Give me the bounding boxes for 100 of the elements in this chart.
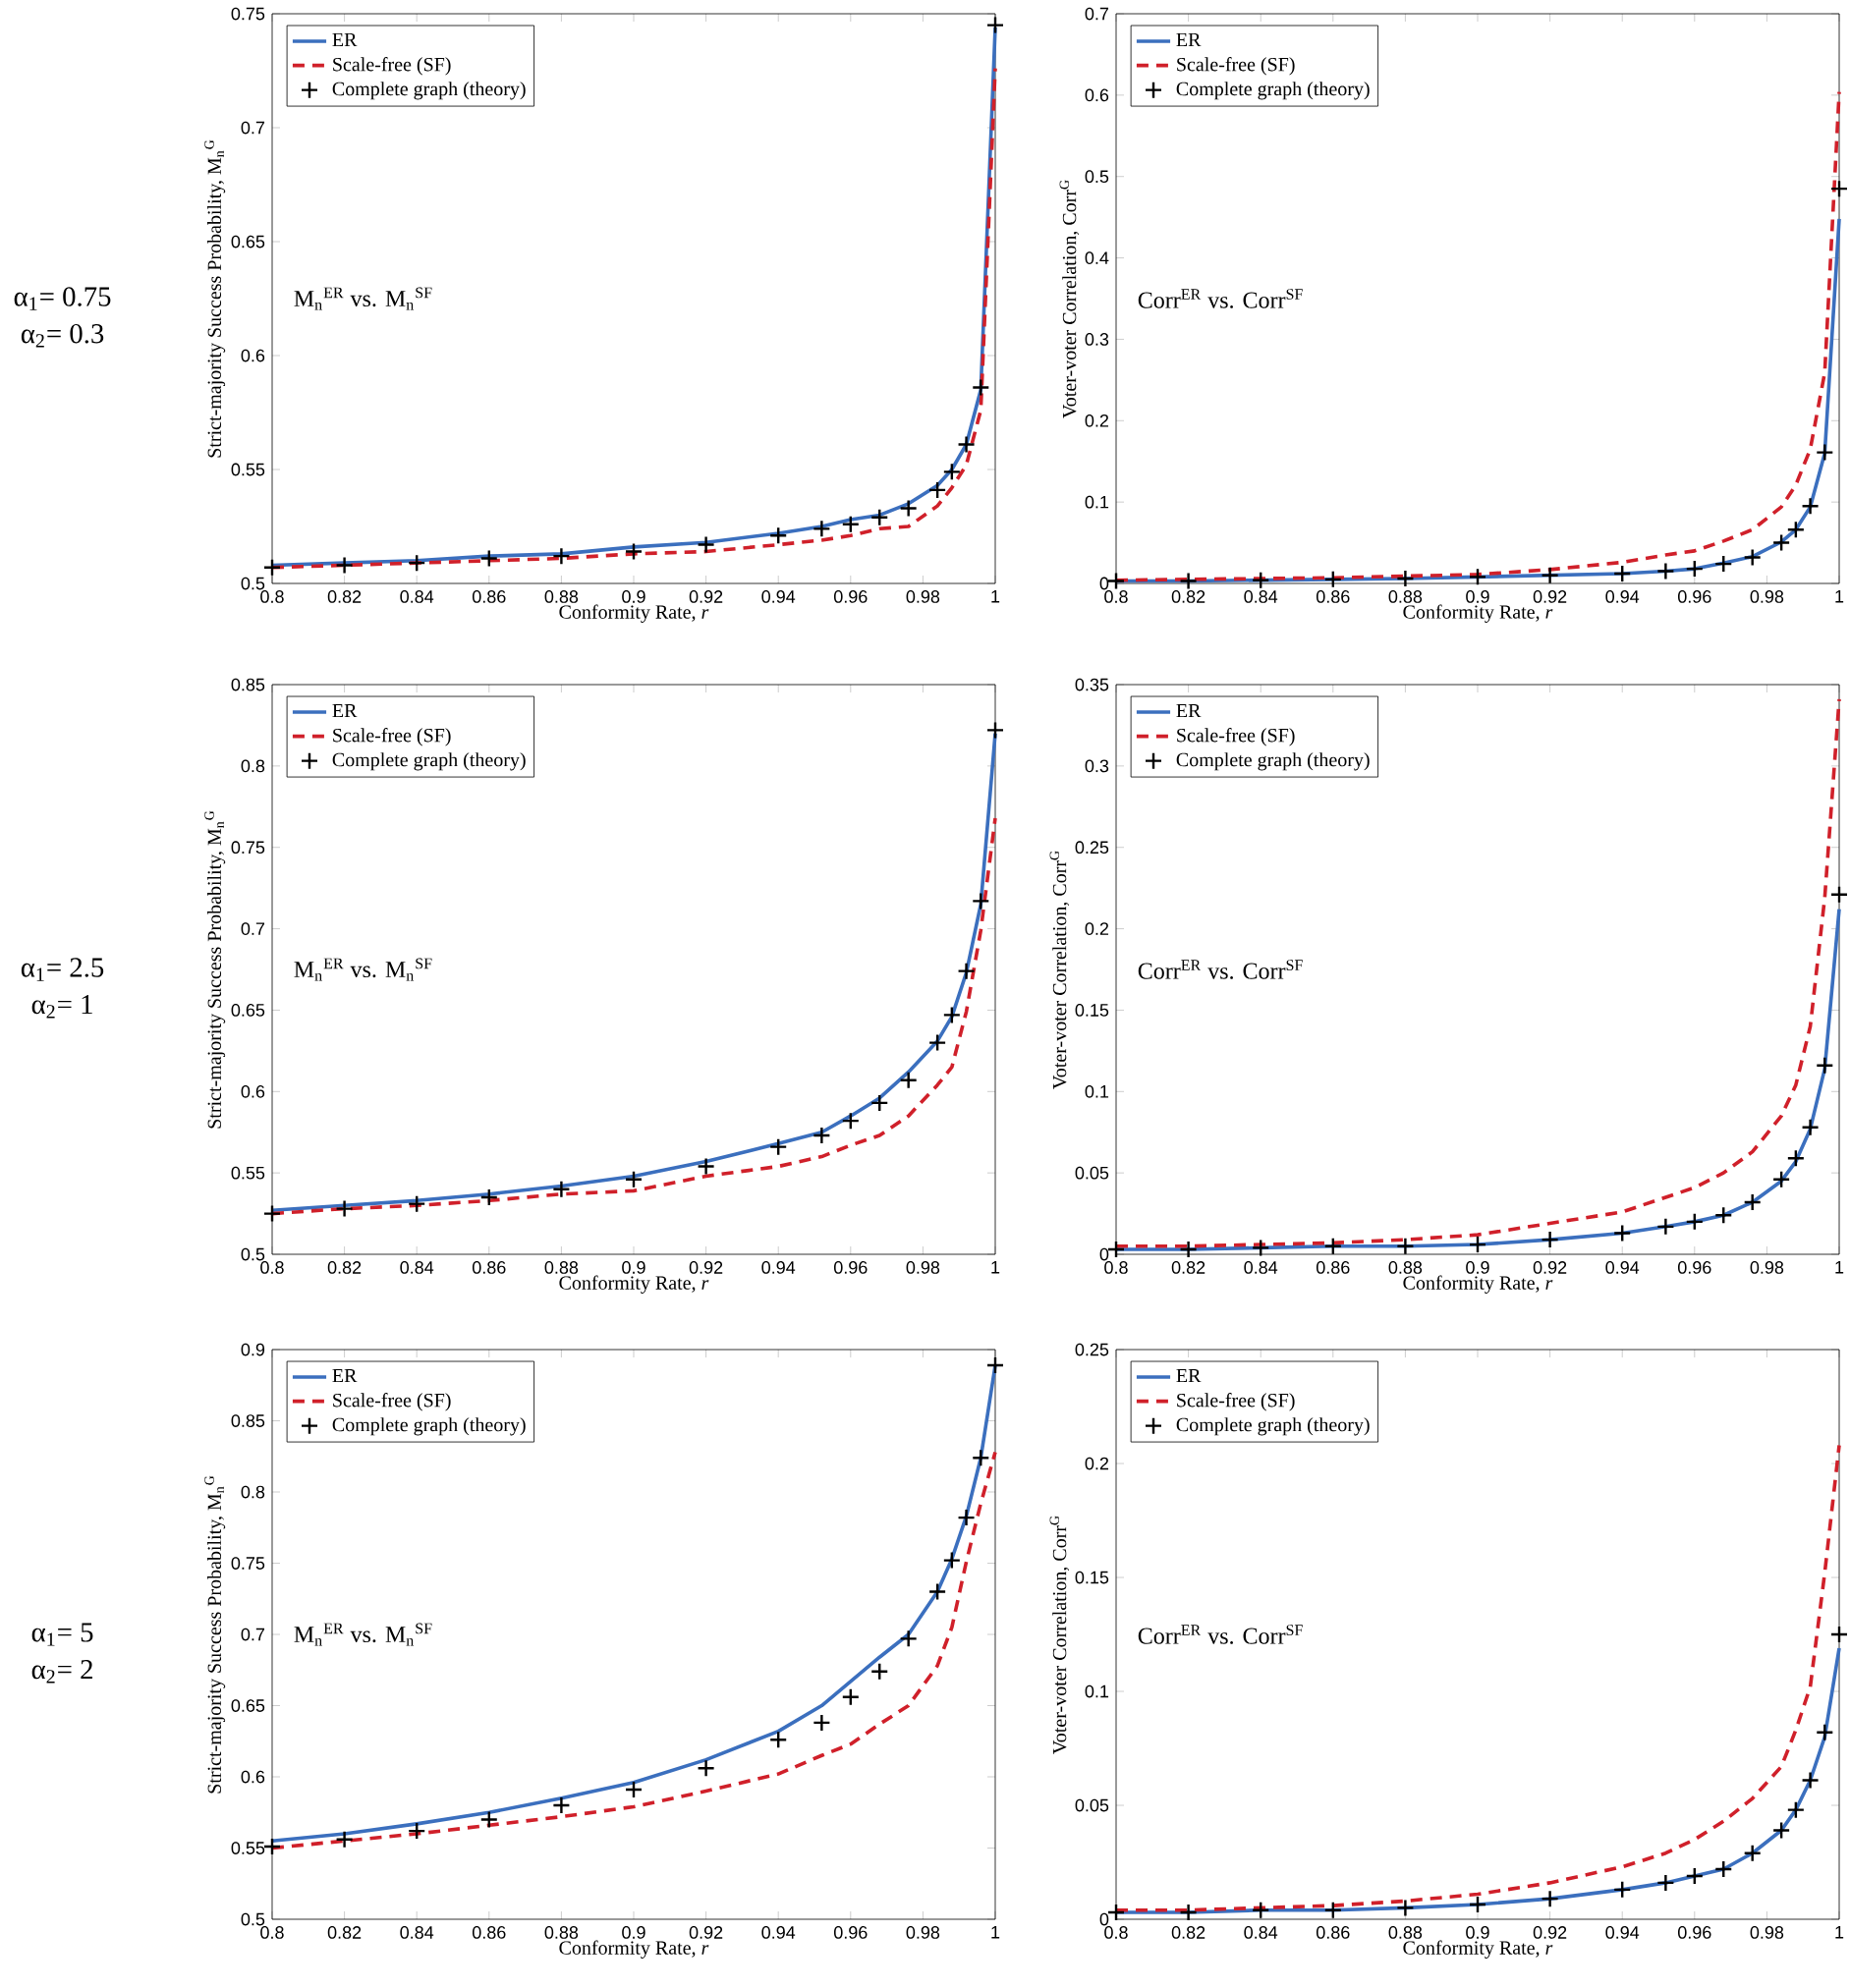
x-tick-label: 1	[1835, 1926, 1844, 1939]
y-axis-title: Strict-majority Success Probability, M$_{n}$G	[204, 810, 226, 1129]
x-tick-label: 0.8	[260, 590, 284, 603]
point	[769, 1731, 788, 1749]
y-tick-label: 0.3	[1085, 333, 1109, 346]
y-tick-label: 0.25	[1075, 841, 1109, 855]
y-tick-label: 0.5	[241, 1912, 265, 1926]
point	[1613, 1880, 1632, 1900]
legend-label: Scale-free (SF)	[333, 728, 451, 746]
x-tick-label: 0.94	[1605, 1926, 1640, 1939]
point	[1396, 1237, 1415, 1255]
point	[1685, 559, 1705, 579]
point	[1829, 1625, 1849, 1644]
point	[479, 549, 498, 568]
legend-label: Scale-free (SF)	[333, 1393, 451, 1411]
y-tick-label: 0	[1099, 1247, 1109, 1261]
y-tick-label: 0.85	[231, 678, 265, 691]
point	[899, 499, 918, 518]
y-tick-label: 0	[1099, 577, 1109, 590]
point	[1816, 1723, 1834, 1741]
point	[262, 1837, 282, 1856]
x-tick-label: 0.82	[1171, 590, 1205, 603]
x-tick-label: 0.94	[1605, 590, 1640, 603]
point	[552, 1180, 571, 1198]
y-tick-label: 0.3	[1085, 759, 1109, 773]
point	[1801, 497, 1820, 516]
point	[1613, 1224, 1632, 1242]
point	[552, 546, 571, 566]
x-tick-label: 0.9	[1466, 590, 1489, 603]
x-tick-label: 0.86	[1316, 1261, 1350, 1274]
y-tick-label: 0.1	[1085, 495, 1109, 509]
x-tick-label: 0.96	[1677, 590, 1711, 603]
x-tick-label: 0.88	[544, 1926, 579, 1939]
x-tick-label: 0.92	[1533, 1926, 1567, 1939]
x-tick-label: 0.94	[1605, 1261, 1640, 1274]
text: α$_{1}$= 5	[31, 1623, 93, 1646]
y-tick-label: 0.75	[231, 7, 265, 21]
y-tick-label: 0.55	[231, 463, 265, 476]
x-tick-label: 0.92	[689, 1261, 723, 1274]
y-tick-label: 0.85	[231, 1414, 265, 1427]
legend-label: Complete graph (theory)	[1176, 82, 1370, 100]
x-tick-label: 0.94	[761, 1926, 796, 1939]
x-tick-label: 0.96	[833, 590, 868, 603]
point	[942, 463, 962, 481]
text: α$_{1}$= 2.5	[21, 958, 104, 981]
point	[1323, 1901, 1343, 1919]
text: α$_{2}$= 2	[31, 1660, 92, 1684]
y-tick-label: 0.55	[231, 1166, 265, 1180]
point	[841, 1111, 860, 1131]
x-axis-title: Conformity Rate, r	[559, 1275, 709, 1294]
x-tick-label: 0.82	[327, 590, 362, 603]
x-tick-label: 0.9	[622, 590, 645, 603]
point	[841, 515, 860, 533]
y-tick-label: 0.6	[1085, 88, 1109, 102]
y-axis-title: Voter-voter Correlation, Corr$^{G}$	[1049, 1516, 1070, 1754]
annotation: M$_{n}$$^{ER}$ vs. M$_{n}$SF	[294, 287, 432, 310]
annotation: M$_{n}$$^{ER}$ vs. M$_{n}$SF	[294, 1623, 432, 1646]
x-axis-title: Conformity Rate, r	[559, 1940, 709, 1959]
x-tick-label: 0.9	[1466, 1926, 1489, 1939]
legend-label: ER	[332, 704, 358, 718]
legend-label: Complete graph (theory)	[1176, 752, 1370, 771]
point	[899, 1629, 918, 1648]
line-series	[270, 1450, 997, 1850]
y-tick-label: 0.05	[1075, 1166, 1109, 1180]
point	[1714, 1206, 1733, 1225]
x-tick-label: 0.92	[1533, 590, 1567, 603]
point	[1786, 1149, 1806, 1168]
point	[1541, 566, 1559, 584]
point	[813, 1126, 831, 1145]
x-tick-label: 0.88	[1388, 1261, 1423, 1274]
y-tick-label: 0.7	[1085, 7, 1109, 21]
y-tick-label: 0.7	[241, 922, 265, 935]
point	[697, 535, 715, 554]
point	[1801, 1771, 1820, 1790]
annotation: M$_{n}$$^{ER}$ vs. M$_{n}$SF	[294, 958, 432, 981]
point	[1829, 179, 1849, 198]
y-tick-label: 0.5	[241, 1247, 265, 1261]
text: α$_{2}$= 0.3	[21, 323, 104, 348]
point	[1771, 533, 1791, 552]
point	[957, 962, 976, 980]
point	[899, 1071, 918, 1089]
y-tick-label: 0.7	[241, 1628, 265, 1641]
y-tick-label: 0.7	[241, 121, 265, 135]
point	[1468, 568, 1487, 586]
x-axis-title: Conformity Rate, r	[559, 604, 709, 623]
x-tick-label: 0.96	[1677, 1261, 1711, 1274]
point	[1252, 1901, 1270, 1919]
x-axis-title: Conformity Rate, r	[1403, 1940, 1553, 1959]
y-tick-label: 0.9	[241, 1343, 265, 1356]
point	[335, 556, 354, 575]
point	[624, 1780, 644, 1799]
x-tick-label: 0.98	[906, 1261, 940, 1274]
y-axis-title: Voter-voter Correlation, Corr$^{G}$	[1059, 180, 1080, 418]
x-tick-label: 0.84	[1244, 1926, 1278, 1939]
legend-label: ER	[332, 1369, 358, 1383]
point	[1179, 572, 1198, 590]
x-axis-title: Conformity Rate, r	[1403, 604, 1553, 623]
point	[262, 558, 282, 577]
point	[1396, 1899, 1415, 1917]
point	[624, 542, 644, 561]
